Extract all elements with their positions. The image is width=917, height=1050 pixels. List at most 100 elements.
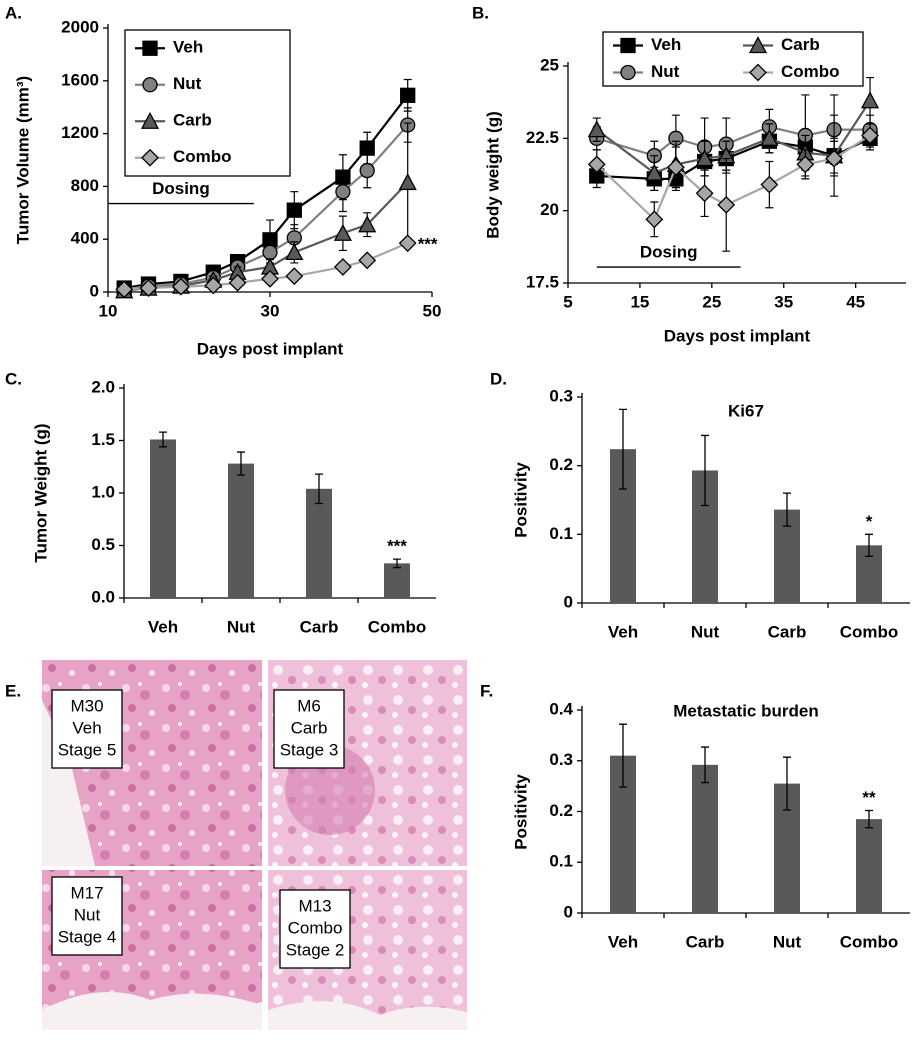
marker xyxy=(333,223,352,241)
legend-label: Carb xyxy=(173,111,212,130)
bar xyxy=(306,488,332,598)
x-tick-label: 50 xyxy=(423,301,442,320)
legend-label: Carb xyxy=(781,35,820,54)
y-tick-label: 1.5 xyxy=(91,430,115,449)
chart-title: Ki67 xyxy=(728,401,764,420)
marker xyxy=(261,269,279,288)
series-line xyxy=(124,124,409,291)
error-cap xyxy=(671,146,680,189)
x-tick-label: Carb xyxy=(300,617,339,636)
error-bar xyxy=(619,408,627,490)
bar xyxy=(150,439,176,598)
marker xyxy=(171,277,190,296)
marker xyxy=(142,40,158,56)
dosing-label: Dosing xyxy=(152,179,210,198)
error-cap xyxy=(765,123,774,154)
marker xyxy=(695,149,714,167)
error-bar xyxy=(237,451,245,476)
error-bar xyxy=(393,558,401,569)
marker xyxy=(285,243,304,261)
panel-label: F. xyxy=(480,681,493,700)
marker xyxy=(285,267,304,286)
y-tick-label: 25 xyxy=(540,55,559,74)
marker xyxy=(140,111,160,129)
image-label: M6 xyxy=(297,696,321,715)
marker xyxy=(749,63,767,82)
y-tick-label: 17.5 xyxy=(526,272,559,291)
marker xyxy=(400,87,416,103)
legend-label: Combo xyxy=(173,147,232,166)
x-tick-label: 15 xyxy=(630,292,649,311)
marker xyxy=(620,37,636,54)
y-tick-label: 0.2 xyxy=(549,801,573,820)
image-label: Stage 3 xyxy=(280,740,339,759)
legend-label: Veh xyxy=(651,35,681,54)
marker xyxy=(358,215,377,233)
error-cap xyxy=(700,169,709,218)
panel-label: E. xyxy=(5,681,21,700)
marker xyxy=(620,64,636,81)
marker xyxy=(204,276,223,295)
error-bar xyxy=(865,533,873,557)
error-cap xyxy=(830,140,839,177)
x-tick-label: 25 xyxy=(702,292,721,311)
marker xyxy=(645,163,664,181)
legend-box xyxy=(602,31,864,87)
x-tick-label: Combo xyxy=(368,617,427,636)
marker xyxy=(141,148,159,167)
bar xyxy=(228,463,254,598)
x-tick-label: 5 xyxy=(563,292,572,311)
image-label: Stage 4 xyxy=(58,927,117,946)
y-tick-label: 0.1 xyxy=(549,852,573,871)
annotation: ** xyxy=(862,788,876,807)
chart-title: Metastatic burden xyxy=(673,701,818,720)
series-line xyxy=(124,242,409,291)
error-bar xyxy=(783,756,791,811)
x-axis-label: Days post implant xyxy=(197,339,344,358)
y-tick-label: 1600 xyxy=(61,70,99,89)
histology-background xyxy=(42,992,262,1030)
y-tick-label: 0.3 xyxy=(549,386,573,405)
marker xyxy=(717,195,736,214)
series-line xyxy=(124,94,409,290)
x-tick-label: Veh xyxy=(608,932,638,951)
image-label-box xyxy=(273,689,345,769)
image-label-box xyxy=(279,889,351,969)
x-tick-label: Nut xyxy=(773,932,802,951)
y-tick-label: 20 xyxy=(540,200,559,219)
x-tick-label: Combo xyxy=(840,622,899,641)
image-label: Stage 5 xyxy=(58,740,117,759)
annotation: *** xyxy=(387,537,407,556)
y-tick-label: 1.0 xyxy=(91,482,115,501)
x-tick-label: 30 xyxy=(261,301,280,320)
y-tick-label: 2000 xyxy=(61,17,99,36)
marker xyxy=(335,184,351,200)
error-cap xyxy=(363,152,372,189)
marker xyxy=(398,173,417,191)
image-label: Nut xyxy=(74,905,101,924)
x-tick-label: Carb xyxy=(686,932,725,951)
marker xyxy=(760,128,779,146)
x-tick-label: 35 xyxy=(774,292,793,311)
marker xyxy=(860,91,880,109)
marker xyxy=(333,258,352,276)
error-bar xyxy=(315,473,323,505)
bar xyxy=(384,563,410,598)
error-bar xyxy=(159,431,167,448)
error-cap xyxy=(650,201,659,238)
y-tick-label: 800 xyxy=(71,176,99,195)
marker xyxy=(760,175,779,194)
marker xyxy=(645,210,664,229)
image-label: Combo xyxy=(288,918,343,937)
legend-label: Combo xyxy=(781,62,840,81)
y-axis-label: Positivity xyxy=(511,774,530,850)
y-tick-label: 0 xyxy=(90,281,99,300)
marker xyxy=(587,155,606,174)
bar xyxy=(856,819,882,913)
y-tick-label: 400 xyxy=(71,229,99,248)
error-cap xyxy=(722,157,731,252)
x-tick-label: Veh xyxy=(148,617,178,636)
dosing-label: Dosing xyxy=(640,243,698,262)
error-cap xyxy=(592,117,601,142)
